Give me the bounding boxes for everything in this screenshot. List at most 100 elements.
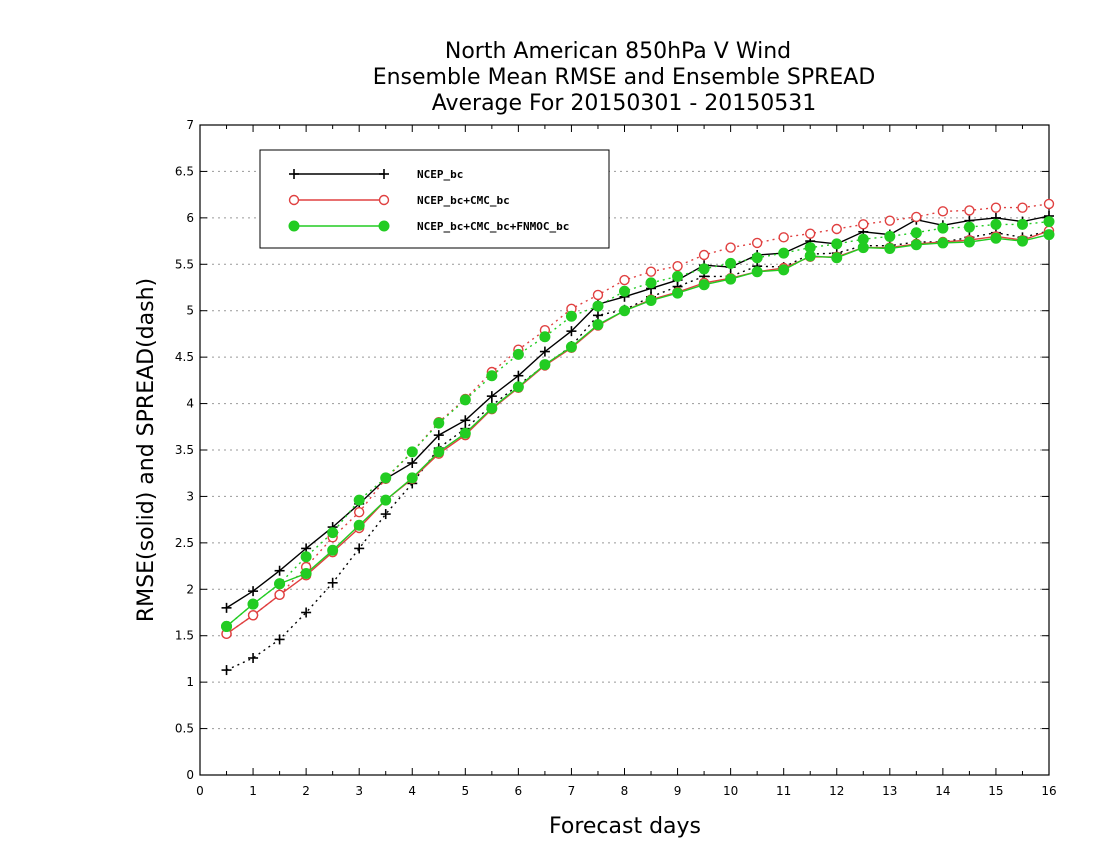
y-tick-label-13: 6.5 <box>175 164 194 178</box>
x-tick-label-12: 12 <box>829 784 844 798</box>
x-tick-label-2: 2 <box>302 784 310 798</box>
series-2-rmse-point-6 <box>380 494 392 506</box>
series-2-spread-point-12 <box>539 331 551 343</box>
series-0-spread-line <box>226 230 1050 671</box>
legend-marker-start-2 <box>288 220 300 232</box>
series-2-spread-point-19 <box>725 257 737 269</box>
series-1-spread-point-23 <box>831 223 842 235</box>
y-tick-label-6: 3 <box>186 489 194 503</box>
series-2-rmse-point-29 <box>990 232 1002 244</box>
legend-marker-end-0 <box>379 169 389 179</box>
series-0-spread-point-14 <box>592 310 603 321</box>
y-tick-label-3: 1.5 <box>175 629 194 643</box>
series-2-rmse-point-16 <box>645 295 657 306</box>
series-1-spread-point-26 <box>911 211 922 223</box>
series-1-spread-point-14 <box>592 289 604 301</box>
series-2-spread-point-11 <box>512 348 524 360</box>
series-1-spread-point-30 <box>1017 202 1028 213</box>
series-2-rmse-point-25 <box>884 243 896 254</box>
series-0 <box>221 211 1054 676</box>
legend-marker-start-1 <box>288 194 300 206</box>
series-2-rmse-point-14 <box>592 319 604 331</box>
x-tick-label-6: 6 <box>515 784 523 798</box>
grid <box>200 170 1049 730</box>
series-2-rmse-point-3 <box>300 568 312 579</box>
legend-marker-end-1 <box>378 194 390 206</box>
series-2-rmse-point-10 <box>486 402 498 414</box>
series-1-spread-point-29 <box>990 202 1002 213</box>
legend-marker-end-2 <box>378 220 390 232</box>
title-line-2: Ensemble Mean RMSE and Ensemble SPREAD <box>373 65 876 90</box>
y-tick-label-12: 6 <box>186 211 194 225</box>
series-2 <box>221 216 1055 632</box>
series-2-spread-point-26 <box>910 227 922 239</box>
x-tick-label-0: 0 <box>196 784 204 798</box>
series-1-spread-line <box>226 203 1050 635</box>
series <box>221 198 1055 676</box>
series-1-spread-point-22 <box>805 228 816 239</box>
legend-label-2: NCEP_bc+CMC_bc+FNMOC_bc <box>417 220 569 233</box>
series-1-rmse-point-2 <box>274 589 285 601</box>
series-0-spread-point-6 <box>380 509 391 520</box>
title-line-3: Average For 20150301 - 20150531 <box>432 91 817 116</box>
series-1-spread-point-18 <box>698 249 710 261</box>
series-2-rmse-point-11 <box>512 381 524 393</box>
series-2-spread-point-17 <box>672 270 684 282</box>
series-1-spread-point-5 <box>353 507 365 518</box>
x-axis-ticks: 0 1 2 3 4 5 6 7 8 9 10 11 12 13 14 15 16 <box>196 125 1057 798</box>
series-2-spread-point-8 <box>433 417 445 429</box>
series-2-rmse-point-0 <box>221 620 233 632</box>
series-2-spread-point-28 <box>963 221 975 233</box>
series-0-rmse-point-9 <box>460 415 471 426</box>
series-2-spread-point-18 <box>698 263 710 275</box>
y-tick-label-8: 4 <box>186 397 194 411</box>
legend-marker-start-0 <box>289 169 299 179</box>
series-2-spread-point-7 <box>406 446 418 458</box>
series-2-spread-point-6 <box>380 472 392 484</box>
series-0-rmse-point-2 <box>274 565 285 576</box>
series-1-spread-point-21 <box>778 232 789 243</box>
x-tick-label-9: 9 <box>674 784 682 798</box>
x-tick-label-11: 11 <box>776 784 791 798</box>
series-0-rmse-line <box>226 215 1050 609</box>
series-2-rmse-point-12 <box>539 359 551 371</box>
series-2-spread-point-27 <box>937 222 949 234</box>
x-tick-label-13: 13 <box>882 784 897 798</box>
series-2-rmse-point-27 <box>937 237 949 249</box>
series-2-spread-point-30 <box>1016 218 1028 230</box>
series-2-spread-point-15 <box>619 285 630 297</box>
series-2-rmse-point-5 <box>353 519 365 531</box>
series-1-spread-point-28 <box>964 205 975 216</box>
series-1-rmse-line <box>226 230 1050 635</box>
legend: NCEP_bc NCEP_bc+CMC_bc NCEP_bc+CMC_bc+FNMO… <box>259 149 610 249</box>
series-1-spread-point-20 <box>751 237 763 249</box>
series-2-rmse-point-1 <box>247 598 259 610</box>
y-tick-label-0: 0 <box>186 768 194 782</box>
series-2-spread-point-21 <box>778 247 790 259</box>
series-0-spread-point-3 <box>301 607 312 618</box>
x-tick-label-16: 16 <box>1041 784 1056 798</box>
y-axis-title: RMSE(solid) and SPREAD(dash) <box>134 278 159 622</box>
y-tick-label-2: 1 <box>186 675 194 689</box>
x-axis-title: Forecast days <box>549 814 701 839</box>
y-tick-label-5: 2.5 <box>175 536 194 550</box>
series-1-spread-point-25 <box>884 215 896 226</box>
x-tick-label-8: 8 <box>621 784 629 798</box>
series-2-rmse-point-30 <box>1016 235 1028 247</box>
series-2-spread-line <box>226 220 1050 627</box>
series-2-rmse-point-13 <box>565 341 577 353</box>
series-2-spread-point-4 <box>327 527 339 539</box>
x-tick-label-7: 7 <box>568 784 576 798</box>
series-2-spread-point-20 <box>751 252 763 264</box>
series-2-rmse-point-24 <box>857 242 869 254</box>
series-2-rmse-point-22 <box>804 250 816 262</box>
x-tick-label-4: 4 <box>408 784 416 798</box>
series-2-rmse-point-9 <box>459 427 471 439</box>
series-1-spread-point-19 <box>725 242 736 253</box>
series-1-rmse-point-1 <box>247 610 259 621</box>
series-0-rmse-point-12 <box>539 346 550 357</box>
series-1-spread-point-31 <box>1043 198 1055 210</box>
x-tick-label-1: 1 <box>249 784 257 798</box>
y-tick-label-9: 4.5 <box>175 350 194 364</box>
